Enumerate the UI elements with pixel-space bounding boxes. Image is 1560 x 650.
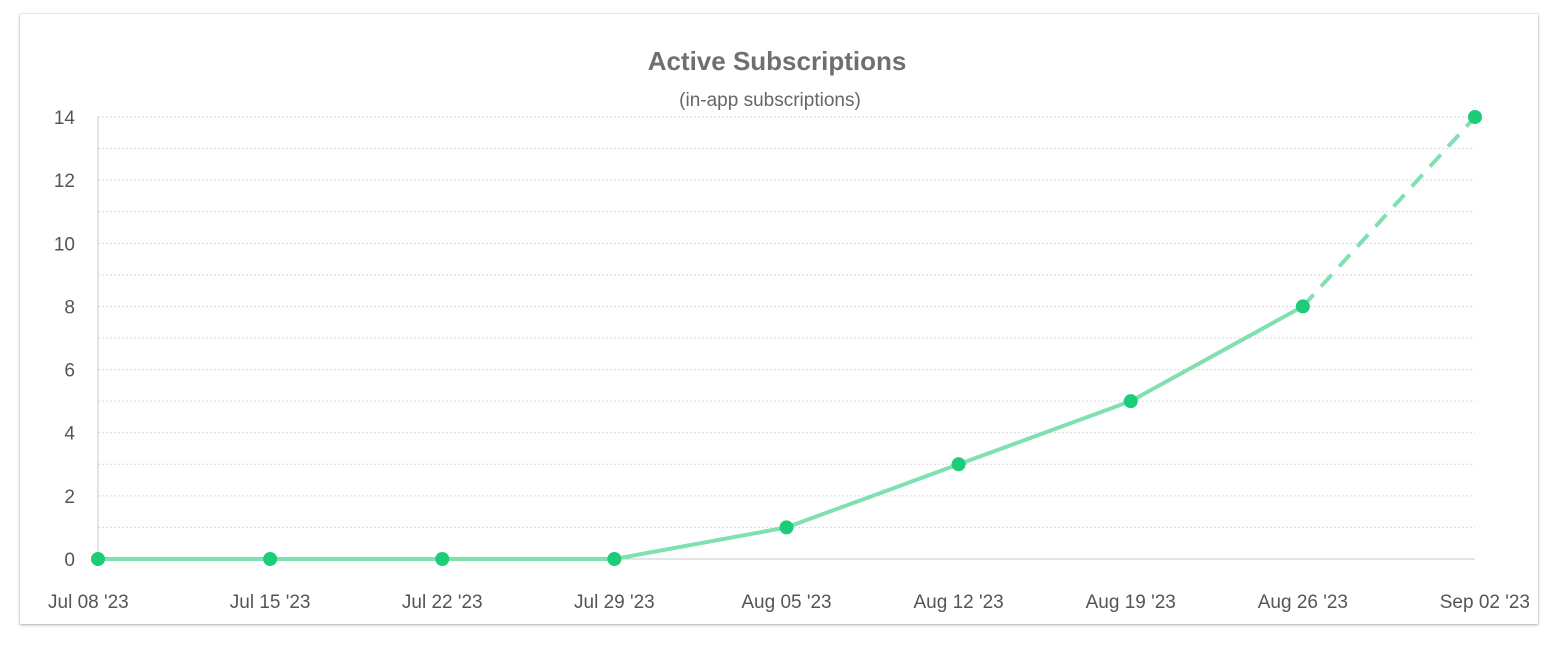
y-tick-label: 8: [64, 297, 75, 318]
grid-lines: [98, 116, 1475, 528]
x-tick-label: Jul 08 '23: [48, 592, 129, 613]
y-tick-label: 14: [54, 108, 76, 129]
x-tick-label: Aug 26 '23: [1258, 592, 1348, 613]
data-point[interactable]: [1295, 299, 1310, 314]
chart-title: Active Subscriptions: [648, 46, 907, 76]
series: [96, 115, 1477, 561]
x-tick-label: Jul 22 '23: [402, 592, 483, 613]
y-tick-label: 4: [64, 424, 75, 445]
series-line-projected: [1301, 115, 1477, 308]
data-point[interactable]: [1468, 110, 1482, 124]
x-tick-label: Sep 02 '23: [1440, 592, 1530, 613]
data-point[interactable]: [951, 457, 966, 472]
y-tick-label: 10: [54, 234, 75, 255]
tick-labels: 0 2 4 6 8 10 12 14 Jul 08 '23 Jul 15 '23 Jul 22 '2…: [48, 108, 1530, 613]
y-tick-label: 12: [54, 171, 75, 192]
data-point[interactable]: [435, 552, 450, 566]
series-line: [96, 304, 1305, 561]
chart-card: [20, 14, 1538, 624]
data-point[interactable]: [607, 552, 622, 566]
y-tick-label: 0: [64, 550, 75, 571]
data-point[interactable]: [91, 552, 105, 566]
x-tick-label: Aug 12 '23: [913, 592, 1003, 613]
y-tick-label: 2: [64, 487, 75, 508]
x-tick-label: Aug 05 '23: [741, 592, 831, 613]
x-tick-label: Aug 19 '23: [1086, 592, 1176, 613]
data-point[interactable]: [779, 520, 794, 535]
chart-subtitle: (in-app subscriptions): [679, 90, 861, 111]
data-points: [91, 110, 1482, 566]
y-tick-label: 6: [64, 361, 75, 382]
data-point[interactable]: [263, 552, 278, 566]
x-tick-label: Jul 29 '23: [574, 592, 655, 613]
data-point[interactable]: [1123, 394, 1138, 409]
x-tick-label: Jul 15 '23: [230, 592, 311, 613]
